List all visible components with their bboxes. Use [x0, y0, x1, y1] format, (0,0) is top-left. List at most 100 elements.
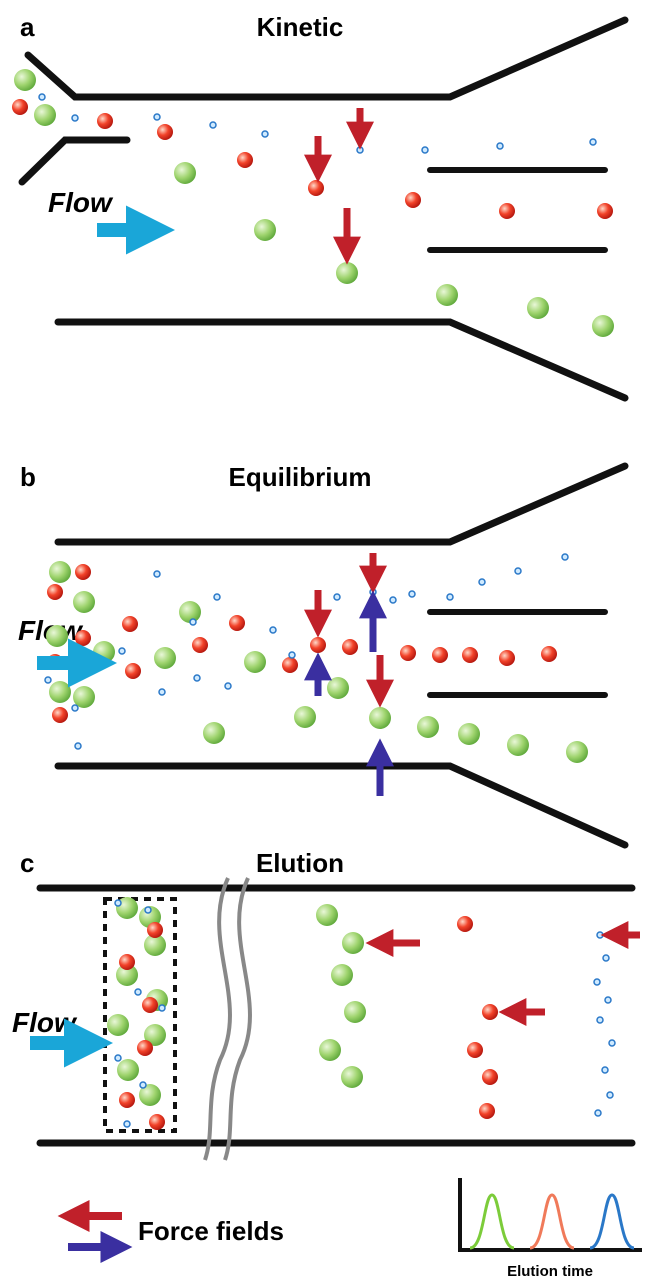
- red-particle: [405, 192, 421, 208]
- blue-particle: [333, 593, 341, 601]
- blue-particle: [602, 954, 610, 962]
- red-particle: [47, 584, 63, 600]
- blue-particle: [153, 113, 161, 121]
- green-particle: [566, 741, 588, 763]
- blue-particle: [606, 1091, 614, 1099]
- blue-particle: [601, 1066, 609, 1074]
- blue-particle: [71, 704, 79, 712]
- red-particle: [308, 180, 324, 196]
- green-particle: [107, 1014, 129, 1036]
- blue-particle: [134, 988, 142, 996]
- blue-particle: [421, 146, 429, 154]
- blue-particle: [369, 588, 377, 596]
- blue-particle: [118, 647, 126, 655]
- red-particle: [97, 113, 113, 129]
- legend: Force fields: [57, 1200, 284, 1263]
- blue-particle: [158, 1004, 166, 1012]
- green-particle: [294, 706, 316, 728]
- red-particle: [499, 203, 515, 219]
- green-particle: [316, 904, 338, 926]
- green-particle: [154, 647, 176, 669]
- green-particle: [341, 1066, 363, 1088]
- blue-particle: [356, 146, 364, 154]
- red-particle: [142, 997, 158, 1013]
- red-particle: [147, 922, 163, 938]
- green-particle: [73, 686, 95, 708]
- green-particle: [34, 104, 56, 126]
- blue-particle: [514, 567, 522, 575]
- blue-particle: [114, 1054, 122, 1062]
- green-particle: [319, 1039, 341, 1061]
- blue-particle: [44, 676, 52, 684]
- green-particle: [344, 1001, 366, 1023]
- green-particle: [244, 651, 266, 673]
- blue-particle: [594, 1109, 602, 1117]
- red-particle: [119, 954, 135, 970]
- green-particle: [93, 641, 115, 663]
- blue-particle: [604, 996, 612, 1004]
- red-particle: [499, 650, 515, 666]
- red-particle: [457, 916, 473, 932]
- blue-particle: [158, 688, 166, 696]
- red-particle: [400, 645, 416, 661]
- red-particle: [52, 707, 68, 723]
- blue-particle: [71, 114, 79, 122]
- green-particle: [144, 1024, 166, 1046]
- blue-particle: [209, 121, 217, 129]
- blue-particle: [561, 553, 569, 561]
- panel-label: c: [20, 848, 34, 878]
- blue-particle: [389, 596, 397, 604]
- green-particle: [369, 707, 391, 729]
- red-particle: [342, 639, 358, 655]
- red-particle: [12, 99, 28, 115]
- blue-particle: [193, 674, 201, 682]
- panel-title: Elution: [256, 848, 344, 878]
- green-particle: [179, 601, 201, 623]
- blue-particle: [213, 593, 221, 601]
- blue-particle: [38, 93, 46, 101]
- green-particle: [117, 1059, 139, 1081]
- red-particle: [237, 152, 253, 168]
- green-particle: [116, 964, 138, 986]
- panel-title: Kinetic: [257, 12, 344, 42]
- green-particle: [73, 591, 95, 613]
- green-particle: [436, 284, 458, 306]
- blue-particle: [123, 1120, 131, 1128]
- panel-label: a: [20, 12, 35, 42]
- red-particle: [467, 1042, 483, 1058]
- red-particle: [125, 663, 141, 679]
- green-particle: [254, 219, 276, 241]
- red-particle: [432, 647, 448, 663]
- green-particle: [49, 681, 71, 703]
- blue-particle: [478, 578, 486, 586]
- blue-particle: [288, 651, 296, 659]
- red-particle: [541, 646, 557, 662]
- channel: [36, 877, 636, 1161]
- green-particle: [49, 561, 71, 583]
- blue-particle: [74, 742, 82, 750]
- blue-particle: [608, 1039, 616, 1047]
- red-particle: [479, 1103, 495, 1119]
- channel: [18, 16, 629, 402]
- axis-label: Elution time: [507, 1263, 593, 1280]
- blue-particle: [593, 978, 601, 986]
- red-particle: [282, 657, 298, 673]
- green-particle: [203, 722, 225, 744]
- red-particle: [119, 1092, 135, 1108]
- red-particle: [462, 647, 478, 663]
- red-particle: [157, 124, 173, 140]
- red-particle: [122, 616, 138, 632]
- green-particle: [336, 262, 358, 284]
- blue-particle: [144, 906, 152, 914]
- green-particle: [14, 69, 36, 91]
- red-particle: [482, 1069, 498, 1085]
- red-particle: [137, 1040, 153, 1056]
- chromatogram: Elution time: [458, 1178, 642, 1280]
- blue-particle: [446, 593, 454, 601]
- red-particle: [597, 203, 613, 219]
- red-particle: [310, 637, 326, 653]
- green-particle: [174, 162, 196, 184]
- blue-particle: [269, 626, 277, 634]
- green-particle: [342, 932, 364, 954]
